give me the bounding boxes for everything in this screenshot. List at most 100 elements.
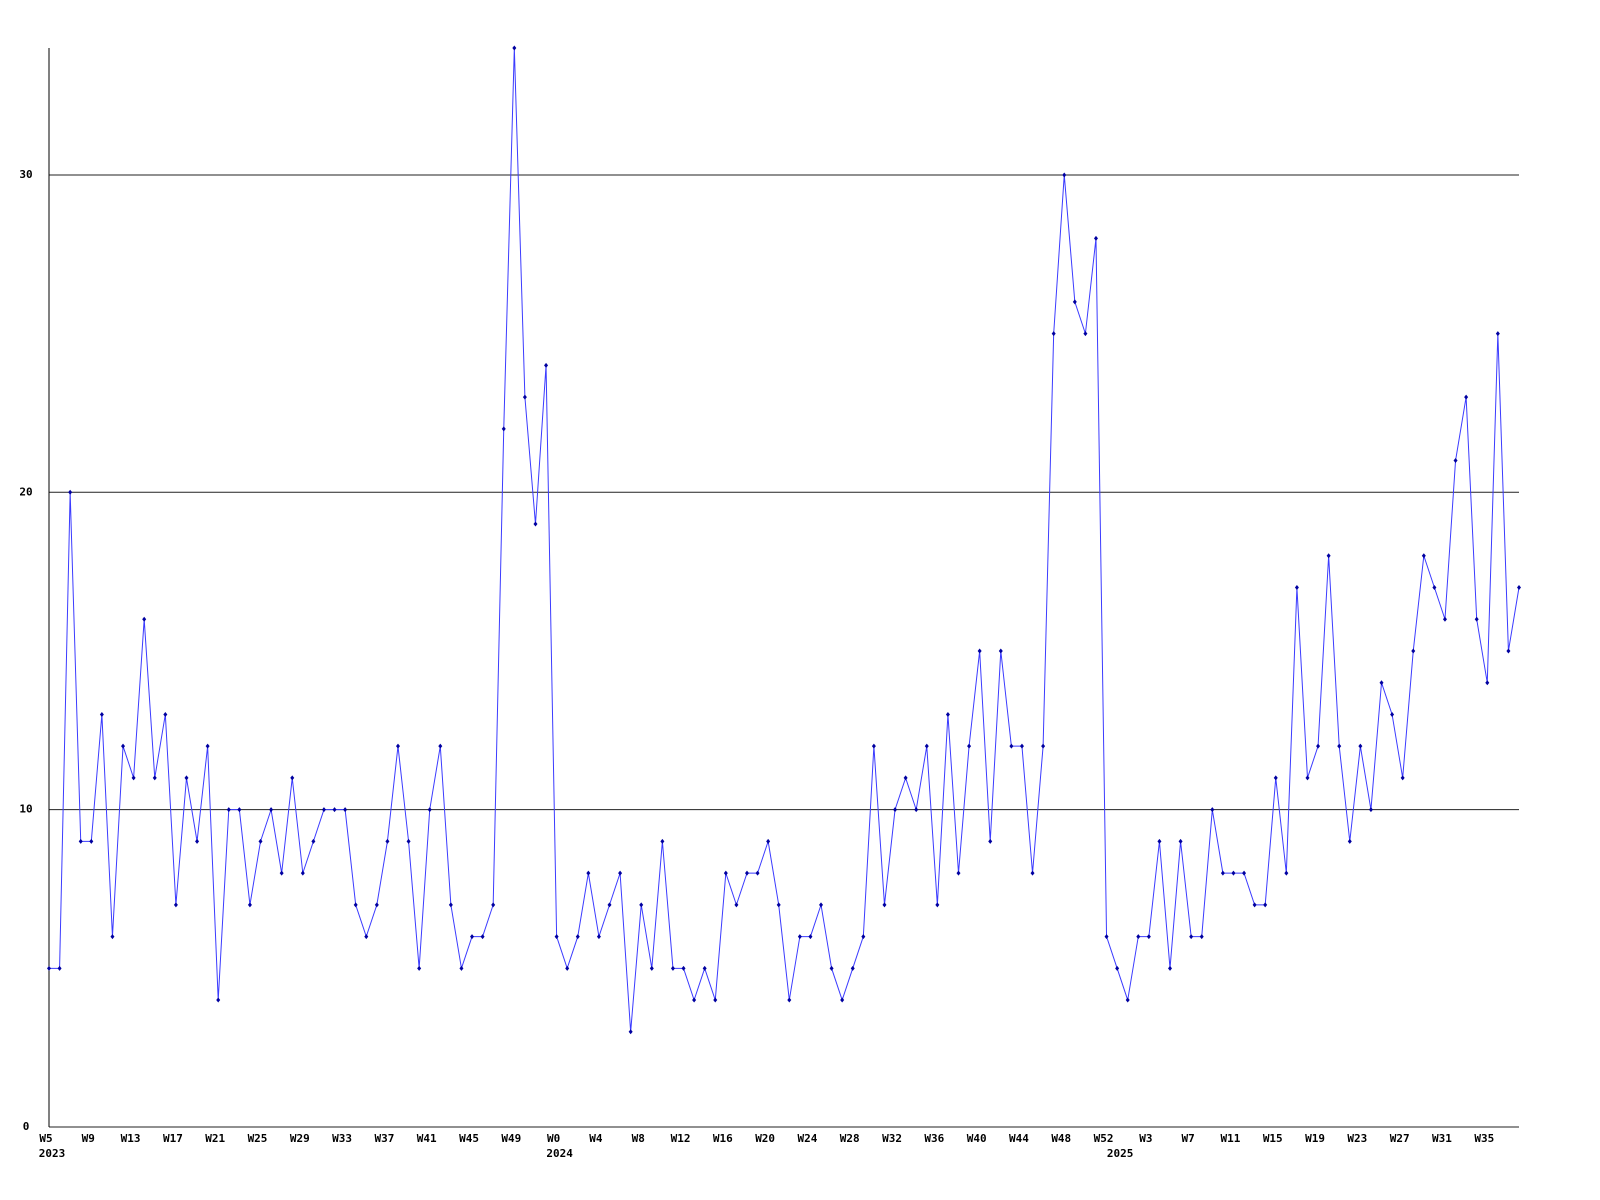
data-point <box>57 965 62 971</box>
data-point <box>607 902 612 908</box>
data-point <box>692 997 697 1003</box>
data-point <box>702 965 707 971</box>
x-tick-label: W44 <box>1009 1132 1029 1145</box>
data-point <box>406 838 411 844</box>
data-point <box>596 934 601 940</box>
data-point <box>797 934 802 940</box>
data-point <box>1104 934 1109 940</box>
data-point <box>1421 553 1426 559</box>
data-point <box>99 711 104 717</box>
data-point <box>1358 743 1363 749</box>
data-point <box>1368 807 1373 813</box>
data-point <box>501 426 506 432</box>
data-point <box>935 902 940 908</box>
data-point <box>861 934 866 940</box>
data-point <box>829 965 834 971</box>
data-point <box>1347 838 1352 844</box>
data-point <box>279 870 284 876</box>
data-point <box>649 965 654 971</box>
data-point <box>1453 458 1458 464</box>
data-point <box>914 807 919 813</box>
data-point <box>374 902 379 908</box>
data-point <box>152 775 157 781</box>
x-year-label: 2023 <box>39 1147 66 1160</box>
data-point <box>290 775 295 781</box>
data-point <box>1220 870 1225 876</box>
data-point <box>1400 775 1405 781</box>
x-year-label: 2025 <box>1107 1147 1134 1160</box>
x-tick-label: W52 <box>1094 1132 1114 1145</box>
data-point <box>1041 743 1046 749</box>
data-point <box>723 870 728 876</box>
data-point <box>205 743 210 749</box>
data-point <box>977 648 982 654</box>
x-tick-label: W35 <box>1474 1132 1494 1145</box>
data-point <box>1390 711 1395 717</box>
data-point <box>269 807 274 813</box>
data-point <box>1062 172 1067 178</box>
data-point <box>618 870 623 876</box>
data-point <box>1030 870 1035 876</box>
data-point <box>967 743 972 749</box>
data-point <box>332 807 337 813</box>
data-point <box>470 934 475 940</box>
data-point <box>173 902 178 908</box>
data-point <box>258 838 263 844</box>
data-point <box>353 902 358 908</box>
data-point <box>427 807 432 813</box>
data-point <box>586 870 591 876</box>
data-point <box>1019 743 1024 749</box>
x-tick-label: W15 <box>1263 1132 1283 1145</box>
data-point <box>522 394 527 400</box>
data-point <box>78 838 83 844</box>
data-point <box>1284 870 1289 876</box>
x-tick-label: W36 <box>924 1132 944 1145</box>
x-tick-label: W5 <box>39 1132 52 1145</box>
data-point <box>544 362 549 368</box>
x-tick-label: W33 <box>332 1132 352 1145</box>
y-tick-label: 10 <box>19 803 32 816</box>
x-tick-label: W31 <box>1432 1132 1452 1145</box>
y-tick-label: 0 <box>23 1120 30 1133</box>
data-point <box>1115 965 1120 971</box>
data-point <box>1125 997 1130 1003</box>
x-tick-label: W0 <box>547 1132 560 1145</box>
data-point <box>766 838 771 844</box>
data-point <box>131 775 136 781</box>
data-point <box>903 775 908 781</box>
data-point <box>998 648 1003 654</box>
data-point <box>1083 331 1088 337</box>
data-point <box>554 934 559 940</box>
data-point <box>1517 585 1521 590</box>
data-point <box>734 902 739 908</box>
data-point <box>47 965 51 971</box>
data-point <box>1210 807 1215 813</box>
data-point <box>1199 934 1204 940</box>
data-point <box>89 838 94 844</box>
data-point <box>142 616 147 622</box>
data-point <box>1273 775 1278 781</box>
x-tick-label: W8 <box>632 1132 645 1145</box>
x-tick-label: W37 <box>374 1132 394 1145</box>
x-tick-label: W21 <box>205 1132 225 1145</box>
data-point <box>480 934 485 940</box>
x-tick-label: W49 <box>501 1132 521 1145</box>
data-point <box>713 997 718 1003</box>
data-point <box>871 743 876 749</box>
x-tick-label: W3 <box>1139 1132 1152 1145</box>
data-point <box>237 807 242 813</box>
data-point <box>1294 585 1299 590</box>
x-tick-label: W41 <box>417 1132 437 1145</box>
data-point <box>1136 934 1141 940</box>
data-point <box>956 870 961 876</box>
data-point <box>1146 934 1151 940</box>
x-tick-label: W24 <box>798 1132 818 1145</box>
data-point <box>184 775 189 781</box>
data-point <box>840 997 845 1003</box>
data-point <box>1485 680 1490 686</box>
x-tick-label: W40 <box>967 1132 987 1145</box>
data-point <box>744 870 749 876</box>
data-point <box>512 45 517 51</box>
data-point <box>163 711 168 717</box>
data-point <box>1305 775 1310 781</box>
